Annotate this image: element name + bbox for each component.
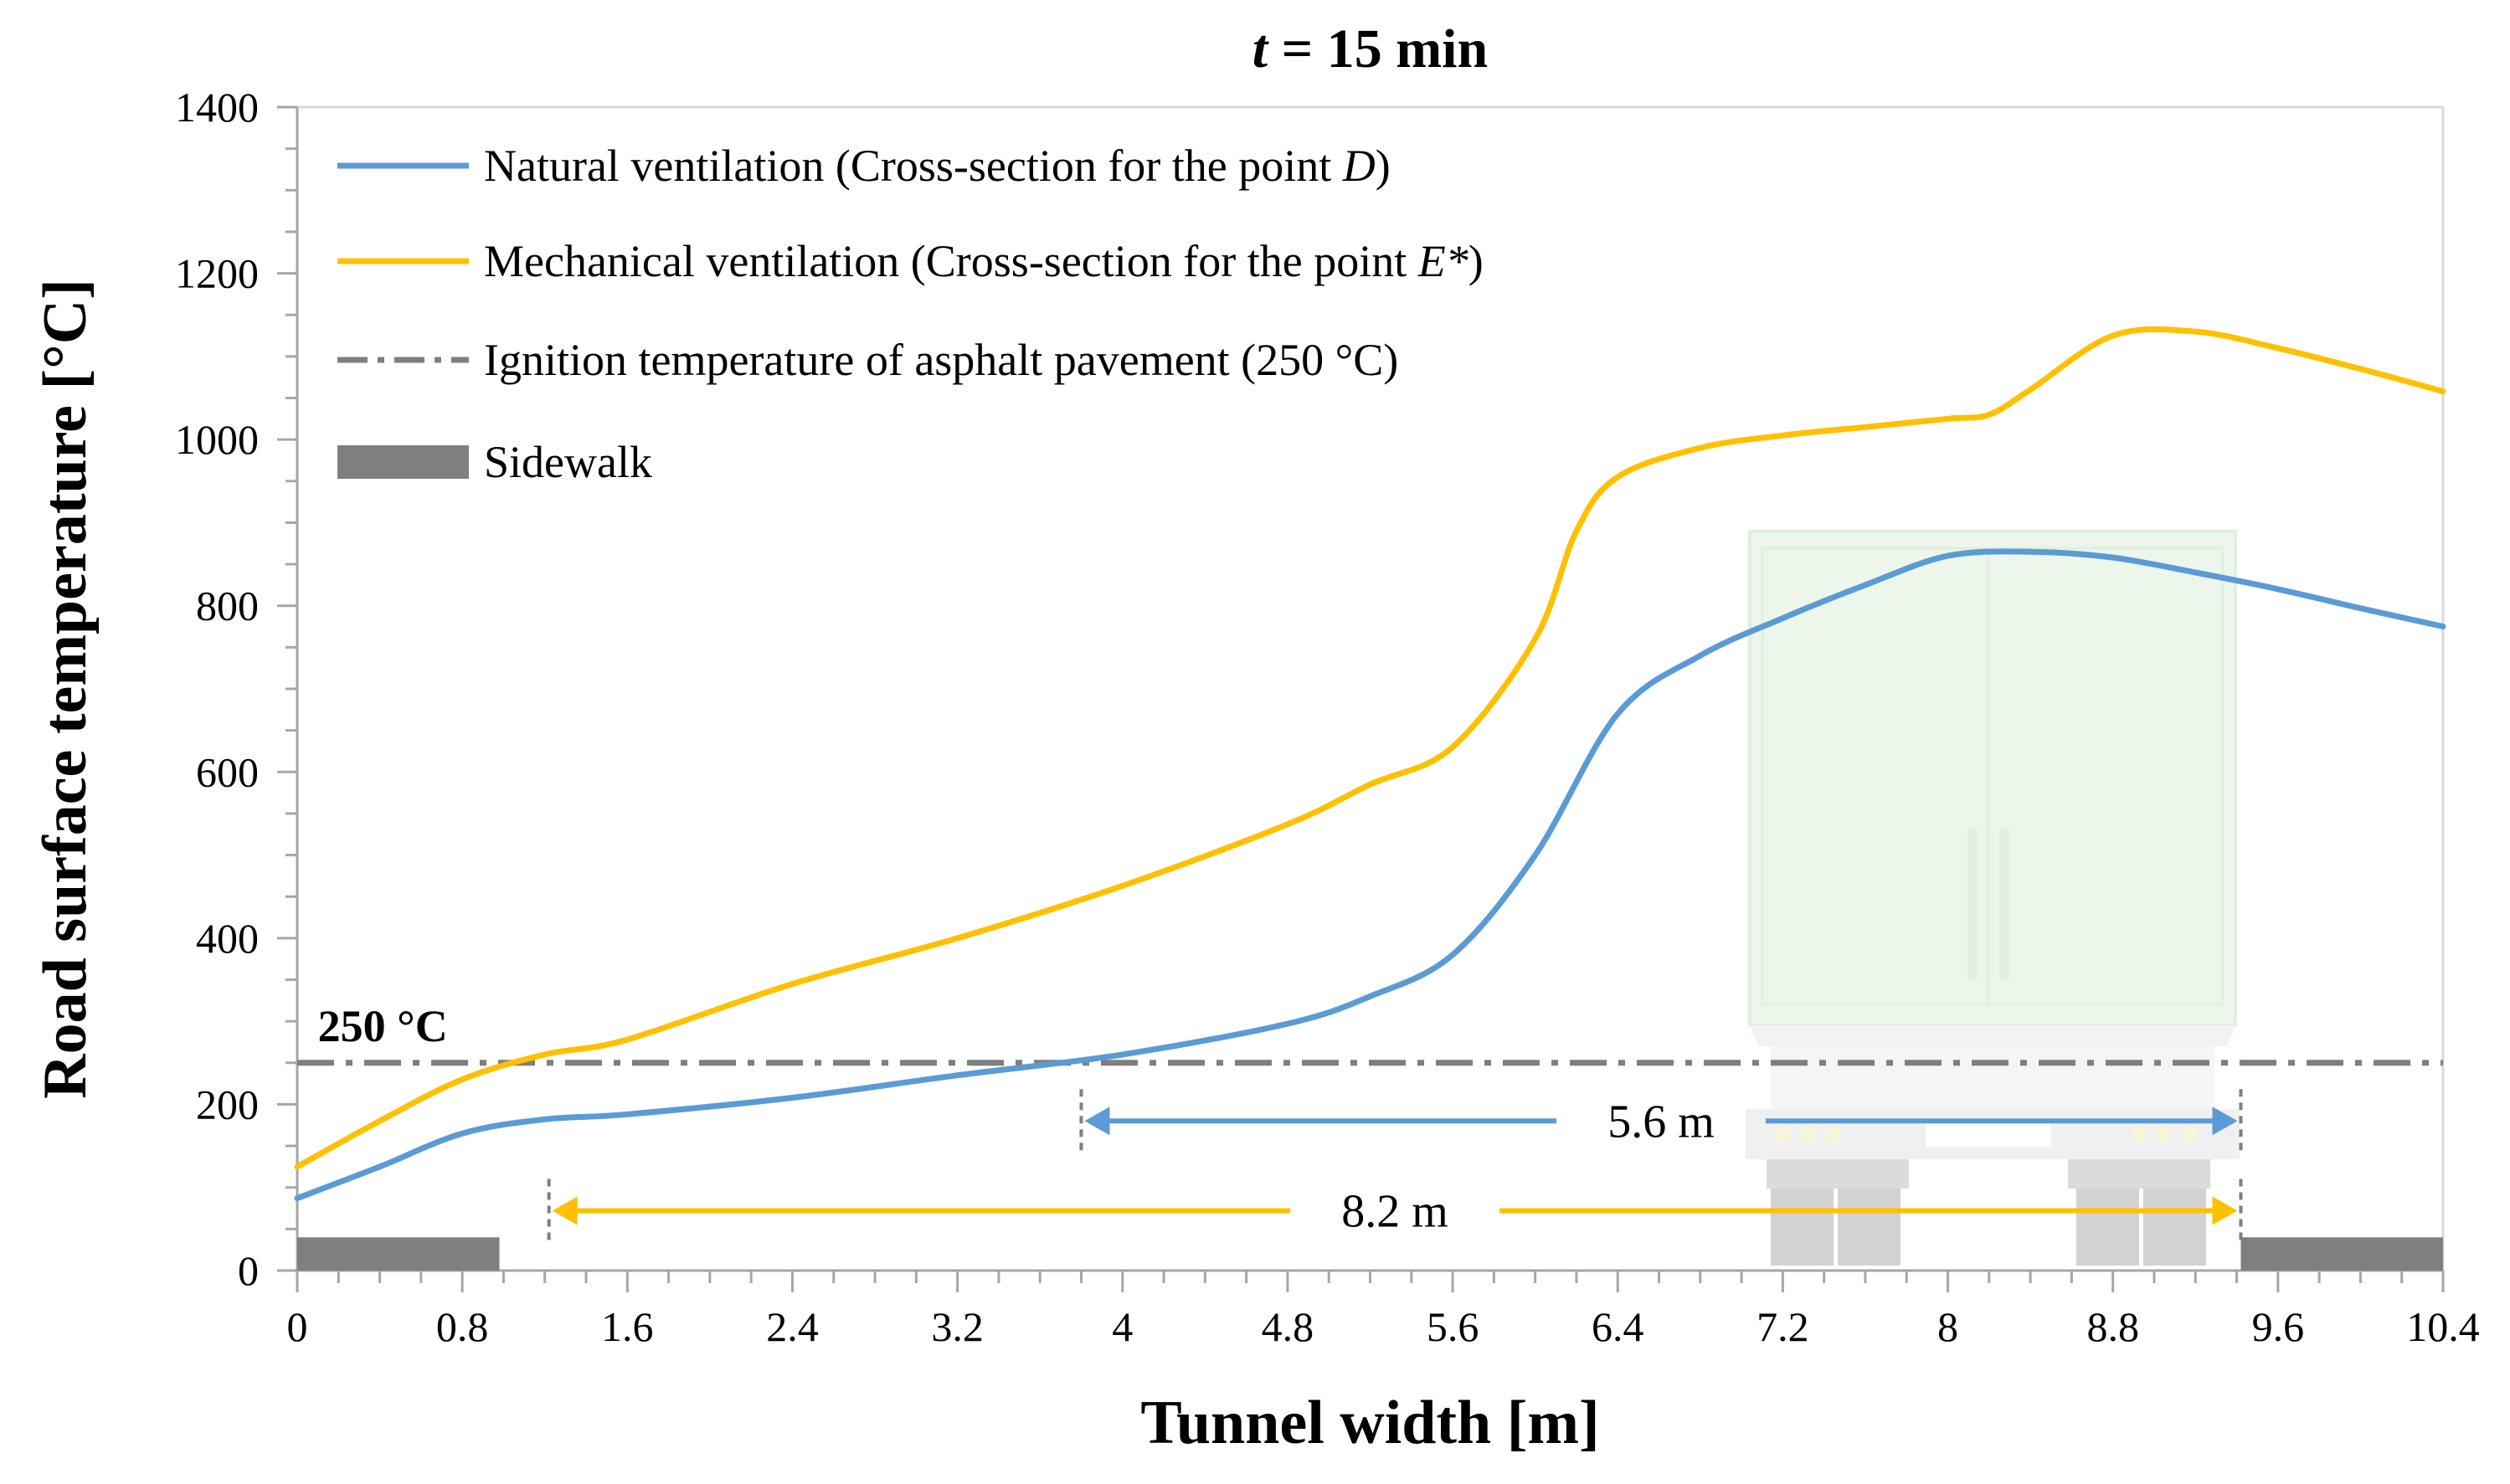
x-tick-label: 5.6 (1427, 1303, 1479, 1350)
legend-label-threshold: Ignition temperature of asphalt pavement… (484, 335, 1398, 385)
x-tick-label: 2.4 (766, 1303, 819, 1350)
y-tick-label: 400 (196, 915, 259, 962)
x-tick-label: 8.8 (2086, 1303, 2139, 1350)
legend-label-mechanical: Mechanical ventilation (Cross-section fo… (484, 236, 1484, 286)
x-tick-label: 8 (1937, 1303, 1958, 1350)
legend-swatch-sidewalk (337, 445, 469, 479)
plot-frame (297, 105, 2445, 1271)
arrowhead-right-icon (2212, 1107, 2238, 1136)
sidewalk-bars (297, 1237, 2443, 1271)
chart-title: t = 15 min (1252, 18, 1488, 80)
titles: t = 15 min Tunnel width [m] Road surface t… (31, 18, 1600, 1457)
x-axis: 0 0.8 1.6 2.4 3.2 4 4.8 5.6 6.4 7.2 8 8.8 9.6 10.4 (287, 1269, 2480, 1350)
x-tick-label: 4.8 (1262, 1303, 1314, 1350)
y-tick-label: 1200 (175, 250, 259, 297)
y-tick-label: 0 (238, 1247, 259, 1294)
annotation-group: 5.6 m 8.2 m (547, 1089, 2243, 1243)
y-tick-label: 1400 (175, 84, 259, 131)
legend-label-sidewalk: Sidewalk (484, 437, 652, 487)
x-tick-label: 6.4 (1592, 1303, 1644, 1350)
legend: Natural ventilation (Cross-section for t… (337, 141, 1484, 487)
truck-illustration (1746, 530, 2240, 1266)
series-line-mechanical (294, 326, 2446, 1170)
x-tick-label: 0 (287, 1303, 308, 1350)
y-tick-label: 800 (196, 583, 259, 629)
dimension-label: 5.6 m (1607, 1096, 1715, 1148)
x-tick-label: 10.4 (2406, 1303, 2480, 1350)
threshold-label: 250 °C (318, 1001, 448, 1051)
x-tick-label: 7.2 (1756, 1303, 1809, 1350)
x-tick-label: 3.2 (931, 1303, 984, 1350)
arrowhead-left-icon (1084, 1107, 1110, 1136)
x-tick-label: 9.6 (2252, 1303, 2305, 1350)
sidewalk-bar (2240, 1237, 2443, 1271)
dimension-label: 8.2 m (1341, 1186, 1448, 1238)
threshold-group: 250 °C (297, 1001, 2443, 1066)
x-tick-label: 1.6 (601, 1303, 654, 1350)
y-tick-label: 600 (196, 748, 259, 795)
arrowhead-right-icon (2212, 1196, 2238, 1225)
x-tick-label: 4 (1112, 1303, 1133, 1350)
y-tick-label: 1000 (175, 416, 259, 463)
arrowhead-left-icon (552, 1196, 578, 1225)
legend-label-natural: Natural ventilation (Cross-section for t… (484, 141, 1391, 191)
y-tick-label: 200 (196, 1081, 259, 1127)
x-axis-title: Tunnel width [m] (1140, 1389, 1599, 1457)
series-group (294, 326, 2446, 1202)
series-line-natural (294, 548, 2446, 1202)
y-axis-title: Road surface temperature [°C] (31, 279, 100, 1099)
x-tick-label: 0.8 (436, 1303, 489, 1350)
y-axis: 0 200 400 600 800 1000 1200 1400 (175, 84, 299, 1294)
sidewalk-bar (297, 1237, 500, 1271)
